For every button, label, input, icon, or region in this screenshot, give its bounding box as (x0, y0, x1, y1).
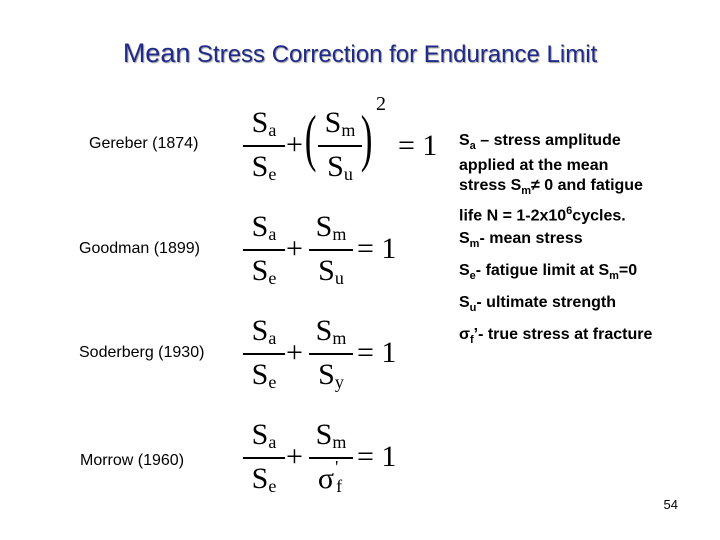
plus-sign: + (286, 128, 303, 161)
fraction-sm-sigmaf: Sm σ ' f (309, 420, 353, 502)
fraction-bar (309, 353, 353, 355)
title-rest: Stress Correction for Endurance Limit (190, 41, 598, 68)
fraction-bar (243, 249, 285, 251)
equals-one: = 1 (357, 336, 397, 369)
fraction-bar (309, 457, 353, 459)
note-ultimate-strength: Su- ultimate strength (459, 294, 616, 315)
fraction-bar (318, 145, 362, 147)
equals-one: = 1 (357, 232, 397, 265)
plus-sign: + (286, 336, 303, 369)
fraction-sa-se: Sa Se (243, 420, 285, 502)
title-first-word: Mean (122, 38, 191, 68)
fraction-bar (243, 353, 285, 355)
note-mean-stress: Sm- mean stress (459, 230, 583, 251)
fraction-sm-su: Sm Su (318, 108, 362, 188)
fraction-sm-su: Sm Su (309, 212, 353, 292)
fraction-sa-se: Sa Se (243, 316, 285, 396)
plus-sign: + (286, 440, 303, 473)
slide-title: Mean Stress Correction for Endurance Lim… (0, 38, 720, 69)
fraction-bar (243, 145, 285, 147)
fraction-sm-sy: Sm Sy (309, 316, 353, 396)
label-morrow: Morrow (1960) (80, 452, 185, 469)
note-true-fracture-stress: σf’- true stress at fracture (459, 326, 653, 347)
equals-one: = 1 (398, 129, 438, 162)
label-soderberg: Soderberg (1930) (79, 344, 205, 361)
fraction-sa-se: Sa Se (243, 108, 285, 188)
fraction-bar (243, 457, 285, 459)
page-number: 54 (663, 497, 678, 512)
plus-sign: + (286, 232, 303, 265)
exponent: 2 (376, 93, 386, 115)
label-goodman: Goodman (1899) (79, 240, 200, 257)
equals-one: = 1 (357, 440, 397, 473)
note-stress-amplitude: Sa – stress amplitude applied at the mea… (459, 132, 643, 225)
right-paren: ) (360, 102, 373, 173)
fraction-sa-se: Sa Se (243, 212, 285, 292)
left-paren: ( (304, 102, 317, 173)
label-gerber: Gereber (1874) (89, 135, 199, 152)
fraction-bar (309, 249, 353, 251)
note-fatigue-limit: Se- fatigue limit at Sm=0 (459, 262, 638, 283)
